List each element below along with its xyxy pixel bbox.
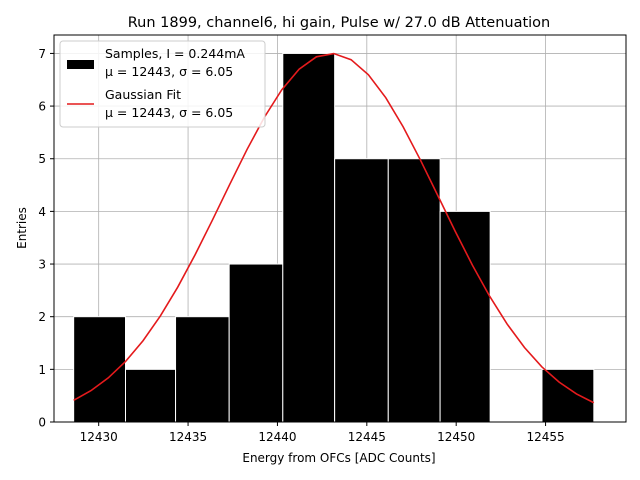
y-tick-label: 6 — [38, 100, 46, 114]
legend-swatch-samples — [67, 60, 94, 69]
plot-frame — [53, 34, 627, 423]
y-tick-label: 0 — [38, 416, 46, 430]
legend: Samples, I = 0.244mA μ = 12443, σ = 6.05… — [59, 40, 266, 128]
x-tick-label: 12430 — [80, 430, 118, 444]
x-tick-label: 12435 — [169, 430, 207, 444]
histogram-bar — [175, 316, 230, 423]
histogram-bar — [387, 158, 441, 423]
chart-title: Run 1899, channel6, hi gain, Pulse w/ 27… — [128, 15, 551, 31]
gaussian-fit-line — [73, 52, 595, 404]
legend-label-fit: Gaussian Fit — [105, 87, 181, 102]
legend-box — [59, 40, 266, 128]
y-axis-ticks: 0 1 2 3 4 5 6 7 — [38, 47, 54, 430]
histogram-bar — [282, 52, 336, 423]
histogram-bar — [334, 158, 389, 423]
histogram-bar — [228, 263, 284, 423]
histogram-bars — [73, 52, 595, 423]
x-tick-label: 12445 — [348, 430, 386, 444]
legend-label-samples: Samples, I = 0.244mA — [105, 46, 245, 61]
legend-stats-samples: μ = 12443, σ = 6.05 — [105, 64, 233, 79]
x-tick-label: 12455 — [526, 430, 564, 444]
x-axis-ticks: 12430 12435 12440 12445 12450 12455 — [80, 422, 565, 444]
y-tick-label: 5 — [38, 152, 46, 166]
y-tick-label: 1 — [38, 363, 46, 377]
y-tick-label: 2 — [38, 310, 46, 324]
histogram-bar — [541, 368, 595, 423]
legend-stats-fit: μ = 12443, σ = 6.05 — [105, 105, 233, 120]
x-axis-label: Energy from OFCs [ADC Counts] — [242, 451, 435, 465]
y-axis-label: Entries — [15, 207, 29, 249]
y-tick-label: 3 — [38, 258, 46, 272]
x-tick-label: 12440 — [258, 430, 296, 444]
y-tick-label: 7 — [38, 47, 46, 61]
histogram-bar — [439, 210, 491, 423]
y-tick-label: 4 — [38, 205, 46, 219]
x-tick-label: 12450 — [437, 430, 475, 444]
histogram-bar — [125, 368, 177, 423]
